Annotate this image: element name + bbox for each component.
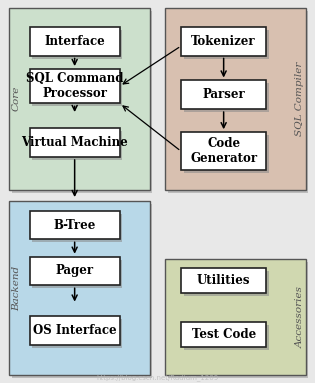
Bar (181, 132, 266, 170)
Bar (184, 271, 269, 296)
Bar (168, 11, 308, 193)
Bar (30, 316, 120, 345)
Bar (165, 259, 306, 375)
Bar (9, 201, 150, 375)
Text: Parser: Parser (202, 88, 245, 101)
Text: Tokenizer: Tokenizer (191, 35, 256, 47)
Bar (12, 204, 152, 378)
Text: Utilities: Utilities (197, 274, 250, 287)
Text: SQL Compiler: SQL Compiler (295, 61, 304, 136)
Bar (9, 8, 150, 190)
Bar (181, 268, 266, 293)
Bar (12, 11, 152, 193)
Text: Test Code: Test Code (192, 328, 256, 340)
Bar (32, 214, 122, 242)
Text: Core: Core (12, 86, 21, 111)
Bar (30, 211, 120, 239)
Bar (32, 131, 122, 160)
Text: Accessories: Accessories (295, 286, 304, 348)
Bar (30, 257, 120, 285)
Text: B-Tree: B-Tree (54, 219, 96, 231)
Bar (32, 30, 122, 59)
Bar (30, 128, 120, 157)
Text: OS Interface: OS Interface (33, 324, 117, 337)
Bar (30, 27, 120, 56)
Bar (32, 260, 122, 288)
Text: Interface: Interface (44, 35, 105, 47)
Bar (181, 80, 266, 109)
Bar (181, 322, 266, 347)
Text: https://blog.cscn.net/Radium_1209: https://blog.cscn.net/Radium_1209 (96, 374, 219, 381)
Text: Backend: Backend (12, 266, 21, 311)
Bar (184, 135, 269, 173)
Bar (181, 27, 266, 56)
Bar (184, 83, 269, 112)
Bar (184, 325, 269, 350)
Bar (184, 30, 269, 59)
Bar (168, 262, 308, 378)
Text: Virtual Machine: Virtual Machine (21, 136, 128, 149)
Text: Code
Generator: Code Generator (190, 137, 257, 165)
Bar (32, 319, 122, 348)
Text: Pager: Pager (56, 265, 94, 277)
Bar (32, 72, 122, 106)
Bar (165, 8, 306, 190)
Bar (30, 69, 120, 103)
Text: SQL Command
Processor: SQL Command Processor (26, 72, 123, 100)
